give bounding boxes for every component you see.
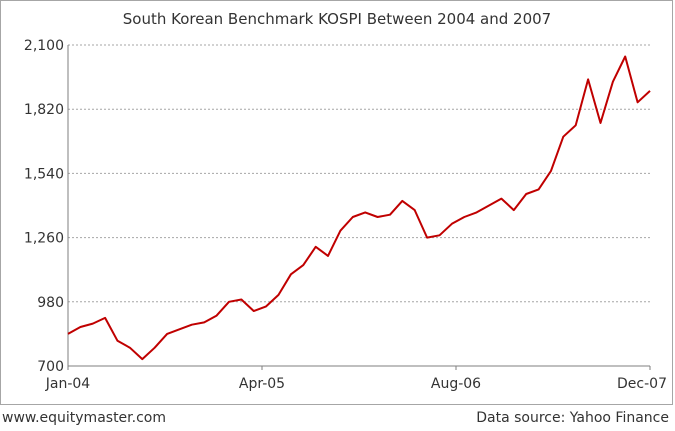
y-tick-label: 1,260 — [24, 231, 64, 247]
kospi-series-line — [67, 55, 651, 361]
source-website: www.equitymaster.com — [2, 410, 166, 426]
data-series — [67, 55, 651, 361]
x-tick-label: Dec-07 — [617, 376, 667, 392]
y-tick-label: 2,100 — [24, 38, 64, 54]
y-tick-label: 700 — [37, 359, 64, 375]
y-tick-label: 1,820 — [24, 102, 64, 118]
grid-lines — [68, 44, 650, 303]
x-tick-label: Jan-04 — [45, 376, 91, 392]
chart-title: South Korean Benchmark KOSPI Between 200… — [123, 10, 551, 28]
chart-border — [0, 0, 673, 405]
kospi-line-chart: South Korean Benchmark KOSPI Between 200… — [24, 10, 667, 392]
x-axis-ticks: Jan-04 Apr-05 Aug-06 Dec-07 — [45, 366, 667, 392]
y-axis-ticks: 700 980 1,260 1,540 1,820 2,100 — [24, 38, 64, 375]
y-tick-label: 1,540 — [24, 166, 64, 182]
axes — [67, 45, 650, 367]
data-source-credit: Data source: Yahoo Finance — [476, 410, 669, 426]
y-tick-label: 980 — [37, 295, 64, 311]
x-tick-label: Aug-06 — [431, 376, 481, 392]
x-tick-label: Apr-05 — [239, 376, 285, 392]
